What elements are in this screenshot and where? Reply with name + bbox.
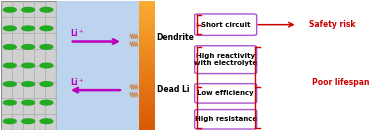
- Bar: [139, 45, 155, 49]
- Circle shape: [22, 63, 34, 68]
- Bar: [139, 32, 155, 36]
- Bar: [139, 123, 155, 127]
- Bar: [139, 0, 155, 4]
- Text: High resistance: High resistance: [195, 116, 257, 122]
- Bar: [139, 3, 155, 7]
- Bar: [139, 71, 155, 75]
- Text: Poor lifespan: Poor lifespan: [313, 78, 370, 87]
- Bar: [139, 52, 155, 56]
- Text: Li$^+$: Li$^+$: [70, 76, 85, 88]
- Bar: [139, 23, 155, 27]
- Bar: [139, 100, 155, 104]
- Circle shape: [40, 45, 53, 49]
- Bar: [1, 1, 56, 130]
- Bar: [139, 68, 155, 72]
- FancyBboxPatch shape: [195, 110, 257, 129]
- Bar: [139, 20, 155, 23]
- Circle shape: [40, 119, 53, 124]
- Bar: [139, 49, 155, 53]
- Bar: [56, 1, 143, 130]
- Text: Low efficiency: Low efficiency: [197, 90, 254, 96]
- Bar: [139, 78, 155, 82]
- Circle shape: [40, 63, 53, 68]
- Circle shape: [3, 26, 16, 31]
- Bar: [139, 65, 155, 69]
- Circle shape: [22, 26, 34, 31]
- Bar: [139, 81, 155, 85]
- Bar: [139, 110, 155, 114]
- Bar: [139, 55, 155, 59]
- Bar: [139, 113, 155, 117]
- Bar: [139, 75, 155, 78]
- Bar: [139, 97, 155, 101]
- Circle shape: [40, 82, 53, 86]
- Bar: [139, 126, 155, 130]
- Bar: [139, 84, 155, 88]
- Circle shape: [22, 100, 34, 105]
- Bar: [139, 91, 155, 95]
- Bar: [139, 16, 155, 20]
- Circle shape: [3, 82, 16, 86]
- Circle shape: [40, 100, 53, 105]
- Bar: [139, 104, 155, 108]
- Circle shape: [22, 45, 34, 49]
- Bar: [139, 36, 155, 40]
- Bar: [139, 94, 155, 98]
- Text: High reactivity
with electrolyte: High reactivity with electrolyte: [194, 53, 257, 66]
- Bar: [139, 117, 155, 121]
- Bar: [139, 58, 155, 62]
- Circle shape: [3, 7, 16, 12]
- Circle shape: [40, 26, 53, 31]
- Circle shape: [3, 63, 16, 68]
- Bar: [139, 29, 155, 33]
- Circle shape: [3, 100, 16, 105]
- Bar: [139, 10, 155, 14]
- Circle shape: [3, 119, 16, 124]
- Text: Dendrite: Dendrite: [156, 33, 194, 42]
- Bar: [139, 39, 155, 43]
- Circle shape: [22, 119, 34, 124]
- FancyBboxPatch shape: [195, 46, 257, 74]
- Text: Li$^+$: Li$^+$: [70, 27, 85, 39]
- Bar: [139, 42, 155, 46]
- Bar: [139, 88, 155, 91]
- Bar: [139, 107, 155, 111]
- Circle shape: [3, 45, 16, 49]
- Bar: [139, 120, 155, 124]
- Bar: [139, 26, 155, 30]
- Text: Short circuit: Short circuit: [201, 22, 250, 28]
- Text: Dead Li: Dead Li: [156, 85, 189, 94]
- Bar: [139, 62, 155, 66]
- Circle shape: [40, 7, 53, 12]
- Circle shape: [22, 7, 34, 12]
- Circle shape: [22, 82, 34, 86]
- Bar: [139, 13, 155, 17]
- FancyBboxPatch shape: [195, 84, 257, 103]
- FancyBboxPatch shape: [195, 14, 257, 35]
- Text: Safety risk: Safety risk: [309, 20, 355, 29]
- Bar: [139, 7, 155, 10]
